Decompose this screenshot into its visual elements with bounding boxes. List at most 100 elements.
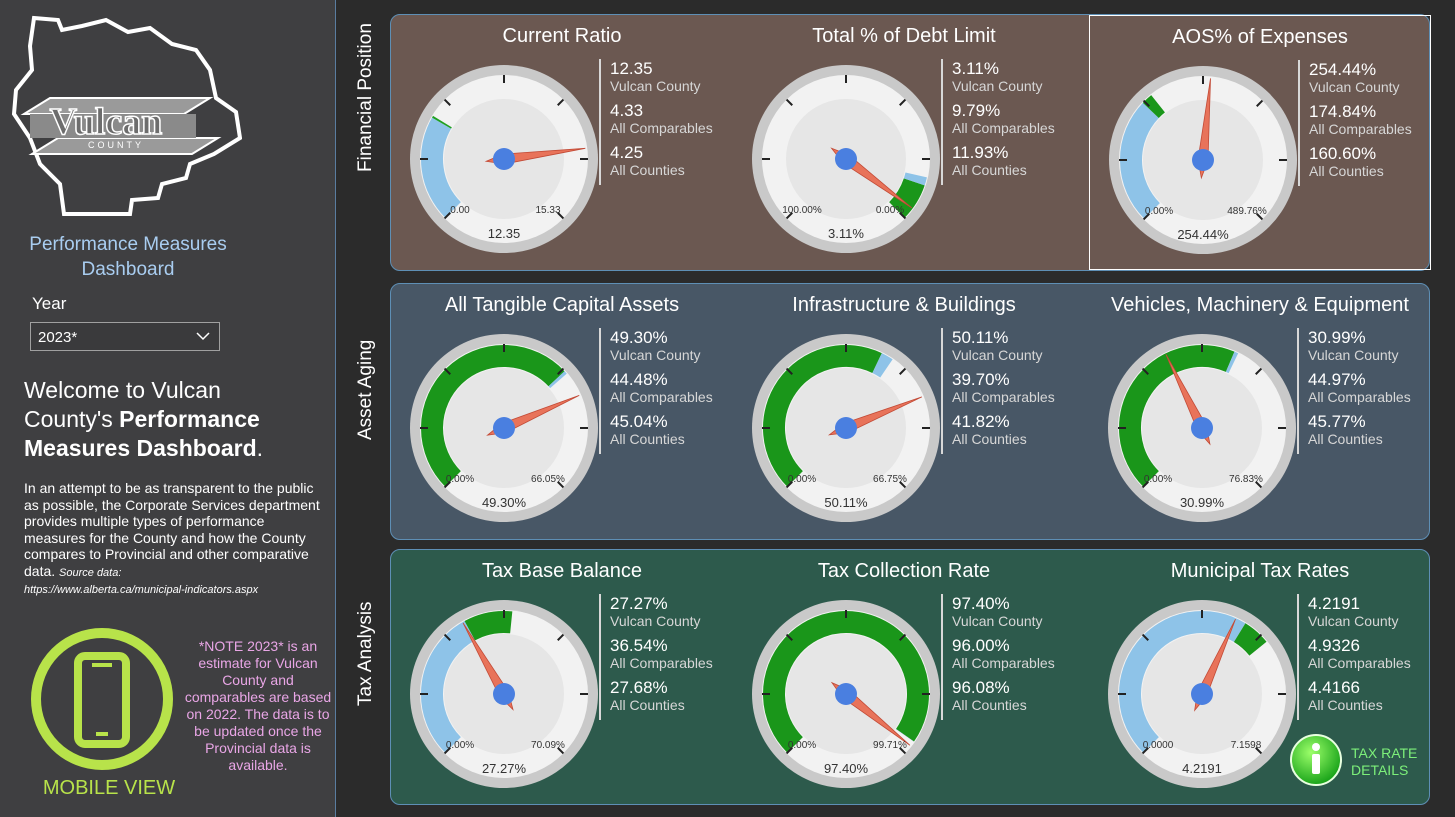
stat-value: 97.40%: [952, 594, 1010, 613]
stat-label: All Counties: [610, 697, 685, 713]
stat-label: All Comparables: [610, 120, 713, 136]
gauge-hub: [835, 148, 857, 170]
gauge-min-label: 0.00%: [788, 474, 816, 485]
gauge-min-label: 0.00%: [788, 740, 816, 751]
stat-item: 45.04% All Counties: [610, 412, 731, 447]
stat-label: Vulcan County: [1309, 79, 1400, 95]
gauge-max-label: 76.83%: [1229, 474, 1263, 485]
gauge-card[interactable]: Tax Collection Rate 0.00% 99.71% 97.40% 97.4…: [733, 550, 1075, 804]
gauge-value-label: 3.11%: [828, 226, 864, 241]
stat-label: All Counties: [1308, 431, 1383, 447]
stat-item: 12.35 Vulcan County: [610, 59, 731, 94]
gauge-dial: 0.00 15.33 12.35: [410, 65, 598, 253]
gauge-min-label: 0.00%: [446, 474, 474, 485]
year-dropdown[interactable]: 2023*: [30, 322, 220, 351]
gauge-min-label: 0.00%: [446, 740, 474, 751]
stat-item: 9.79% All Comparables: [952, 101, 1073, 136]
gauge-band: [903, 172, 927, 186]
stat-value: 4.4166: [1308, 678, 1360, 697]
stat-value: 45.77%: [1308, 412, 1366, 431]
stat-item: 4.9326 All Comparables: [1308, 636, 1429, 671]
gauge-min-label: 0.0000: [1143, 740, 1174, 751]
gauge-stats: 30.99% Vulcan County 44.97% All Comparables…: [1297, 328, 1429, 454]
stat-label: Vulcan County: [1308, 347, 1399, 363]
stat-label: All Comparables: [1309, 121, 1412, 137]
gauge-card[interactable]: Infrastructure & Buildings 0.00% 66.75% 50.…: [733, 284, 1075, 539]
gauge-stats: 49.30% Vulcan County 44.48% All Comparables…: [599, 328, 731, 454]
gauge-band: [1225, 351, 1239, 374]
stat-value: 27.68%: [610, 678, 668, 697]
gauge-title: Current Ratio: [502, 25, 622, 47]
stat-value: 4.25: [610, 143, 644, 162]
stat-label: All Counties: [1308, 697, 1383, 713]
dashboard-title-line2: Dashboard: [81, 259, 175, 280]
gauge-hub: [1192, 149, 1214, 171]
stat-label: All Comparables: [952, 120, 1055, 136]
mobile-view-label: MOBILE VIEW: [42, 777, 176, 799]
gauge-stats: 50.11% Vulcan County 39.70% All Comparables…: [941, 328, 1073, 454]
info-icon[interactable]: [1289, 733, 1343, 787]
stat-item: 160.60% All Counties: [1309, 144, 1430, 179]
stat-label: All Comparables: [1308, 655, 1411, 671]
logo-text: Vulcan: [50, 101, 163, 143]
intro-text: In an attempt to be as transparent to th…: [24, 480, 320, 581]
stat-item: 44.97% All Comparables: [1308, 370, 1429, 405]
gauge-hub: [493, 417, 515, 439]
stat-item: 4.25 All Counties: [610, 143, 731, 178]
gauge-band: [1120, 102, 1161, 219]
stat-label: All Counties: [952, 162, 1027, 178]
gauge-dial: 0.00% 76.83% 30.99%: [1108, 334, 1296, 522]
gauge-value-label: 97.40%: [824, 761, 869, 776]
stat-item: 49.30% Vulcan County: [610, 328, 731, 363]
dashboard-title: Performance Measures Dashboard: [0, 232, 256, 282]
gauge-max-label: 7.1598: [1231, 740, 1262, 751]
tax-rate-details-link[interactable]: TAX RATE DETAILS: [1351, 745, 1417, 779]
intro-body: In an attempt to be as transparent to th…: [24, 480, 320, 579]
gauge-band: [1233, 623, 1267, 656]
stat-value: 39.70%: [952, 370, 1010, 389]
row-label-tax-analysis: Tax Analysis: [355, 601, 376, 706]
stat-item: 96.08% All Counties: [952, 678, 1073, 713]
stat-value: 49.30%: [610, 328, 668, 347]
stat-value: 36.54%: [610, 636, 668, 655]
gauge-card[interactable]: Current Ratio 0.00 15.33 12.35 12.35 Vulcan C…: [391, 15, 733, 270]
stat-value: 27.27%: [610, 594, 668, 613]
tax-rate-details-line2: DETAILS: [1351, 762, 1409, 778]
stat-value: 11.93%: [952, 143, 1009, 162]
gauge-band: [421, 345, 565, 487]
gauge-card[interactable]: Municipal Tax Rates 0.0000 7.1598 4.2191 4.2…: [1089, 550, 1431, 804]
stat-label: All Counties: [610, 162, 685, 178]
gauge-card[interactable]: Vehicles, Machinery & Equipment 0.00% 76.8…: [1089, 284, 1431, 539]
stat-item: 254.44% Vulcan County: [1309, 60, 1430, 95]
financial-position-panel: AOS% of Expenses 0.00% 489.76% 254.44% 254.4…: [390, 14, 1431, 271]
welcome-bold1: Performance: [119, 406, 260, 432]
gauge-title: All Tangible Capital Assets: [444, 294, 680, 316]
gauge-card[interactable]: Tax Base Balance 0.00% 70.09% 27.27% 27.27% V…: [391, 550, 733, 804]
stat-value: 30.99%: [1308, 328, 1366, 347]
gauge-stats: 254.44% Vulcan County 174.84% All Comparabl…: [1298, 60, 1430, 186]
year-label: Year: [32, 294, 67, 313]
gauge-hub: [1191, 683, 1213, 705]
stat-label: All Counties: [952, 697, 1027, 713]
stat-label: Vulcan County: [952, 613, 1043, 629]
gauge-value-label: 50.11%: [824, 495, 868, 510]
gauge-card[interactable]: All Tangible Capital Assets 0.00% 66.05% 49…: [391, 284, 733, 539]
mobile-view-button[interactable]: MOBILE VIEW: [30, 626, 188, 804]
stat-item: 44.48% All Comparables: [610, 370, 731, 405]
gauge-title: Tax Collection Rate: [817, 560, 991, 582]
estimate-note: *NOTE 2023* is an estimate for Vulcan Co…: [184, 638, 332, 773]
stat-label: All Counties: [952, 431, 1027, 447]
gauge-card[interactable]: AOS% of Expenses 0.00% 489.76% 254.44% 254.4…: [1089, 15, 1431, 270]
tax-rate-details-line1: TAX RATE: [1351, 745, 1418, 761]
gauge-dial: 0.0000 7.1598 4.2191: [1108, 600, 1296, 788]
gauge-card[interactable]: Total % of Debt Limit 100.00% 0.00% 3.11% 3.…: [733, 15, 1075, 270]
gauge-title: Vehicles, Machinery & Equipment: [1111, 294, 1409, 316]
stat-item: 174.84% All Comparables: [1309, 102, 1430, 137]
asset-aging-panel: Vehicles, Machinery & Equipment 0.00% 76.8…: [390, 283, 1430, 540]
gauge-value-label: 254.44%: [1177, 227, 1229, 242]
stat-item: 4.2191 Vulcan County: [1308, 594, 1429, 629]
source-url[interactable]: https://www.alberta.ca/municipal-indicat…: [24, 584, 259, 596]
stat-value: 4.9326: [1308, 636, 1360, 655]
gauge-band: [763, 345, 882, 487]
welcome-bold2: Measures Dashboard: [24, 435, 257, 461]
